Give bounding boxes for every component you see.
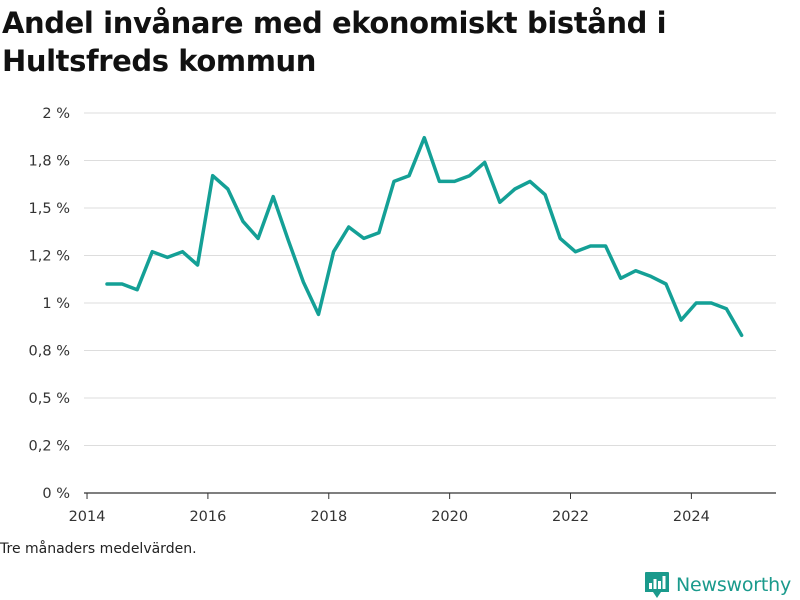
y-axis: 0 % 0,2 % 0,5 % 0,8 % 1 % 1,2 % 1,5 % 1,8 % 2 % [29, 106, 70, 502]
x-tick-label: 2014 [69, 509, 106, 525]
y-tick-label: 0,5 % [29, 391, 70, 407]
brand-logo[interactable]: Newsworthy [644, 570, 791, 600]
x-axis: 2014 2016 2018 2020 2022 2024 [69, 492, 776, 525]
series-line [105, 135, 744, 338]
y-tick-label: 1,8 % [29, 154, 70, 170]
gridlines [84, 112, 776, 446]
x-tick-label: 2024 [673, 509, 710, 525]
brand-name: Newsworthy [676, 574, 792, 596]
x-tick-label: 2016 [189, 509, 226, 525]
y-tick-label: 1 % [42, 296, 70, 312]
bar-chart-logo-icon [645, 572, 669, 598]
footnote: Tre månaders medelvärden. [0, 541, 197, 557]
series-layer [105, 135, 744, 338]
y-tick-label: 0,8 % [29, 344, 70, 360]
x-tick-label: 2018 [310, 509, 347, 525]
y-tick-label: 0,2 % [29, 439, 70, 455]
y-tick-label: 0 % [42, 486, 70, 502]
y-tick-label: 1,5 % [29, 201, 70, 217]
y-tick-label: 2 % [42, 106, 70, 122]
y-tick-label: 1,2 % [29, 249, 70, 265]
x-tick-label: 2020 [431, 509, 468, 525]
x-tick-label: 2022 [552, 509, 589, 525]
chart-title: Andel invånare med ekonomiskt bistånd i … [2, 6, 667, 78]
